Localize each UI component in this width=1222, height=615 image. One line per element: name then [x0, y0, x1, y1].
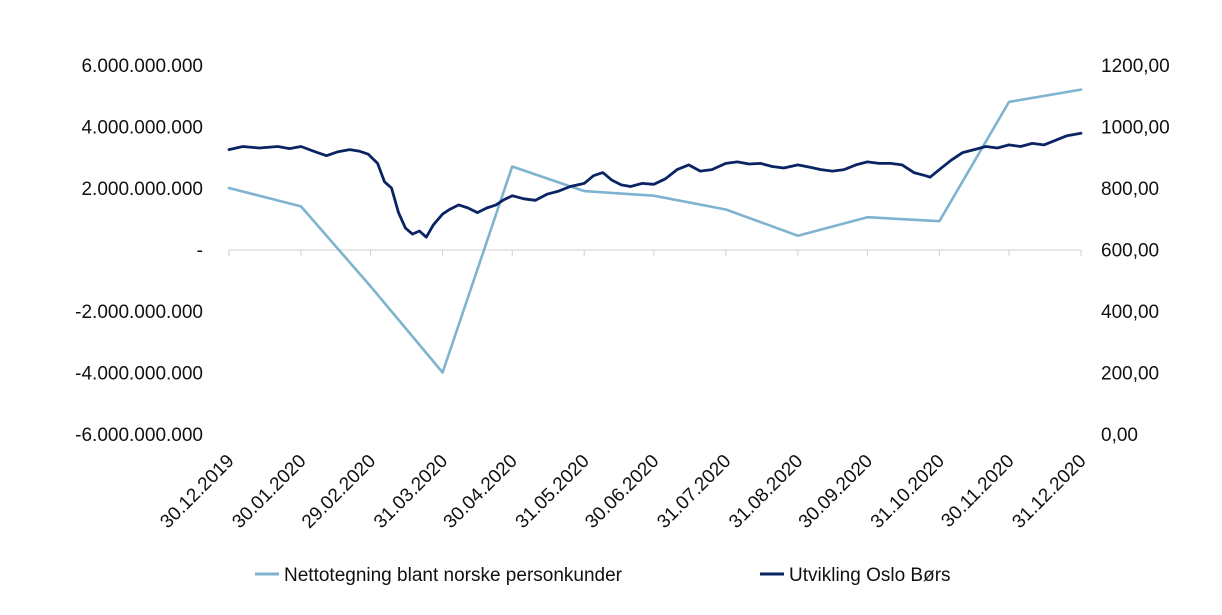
left-tick-label: - [197, 241, 203, 262]
left-tick-label: 4.000.000.000 [81, 118, 203, 139]
legend-label-1: Nettotegning blant norske personkunder [284, 565, 623, 586]
x-tick-label: 31.05.2020 [512, 451, 594, 533]
x-tick-label: 30.04.2020 [440, 451, 522, 533]
x-axis-tick-labels: 30.12.201930.01.202029.02.202031.03.2020… [156, 451, 1090, 533]
x-tick-label: 30.09.2020 [795, 451, 877, 533]
x-tick-label: 30.01.2020 [228, 451, 310, 533]
left-tick-label: -4.000.000.000 [75, 364, 203, 385]
right-tick-label: 400,00 [1101, 302, 1159, 323]
left-tick-label: 2.000.000.000 [81, 179, 203, 200]
series-line-2 [227, 131, 1083, 239]
left-axis-tick-labels: 6.000.000.000 4.000.000.000 2.000.000.000 -… [75, 56, 203, 446]
series-lines [227, 88, 1083, 374]
left-tick-label: 6.000.000.000 [81, 56, 203, 77]
x-tick-label: 30.11.2020 [937, 451, 1018, 532]
series-line-1 [227, 88, 1083, 374]
x-tick-label: 31.03.2020 [370, 451, 452, 533]
right-tick-label: 0,00 [1101, 425, 1138, 446]
left-tick-label: -6.000.000.000 [75, 425, 203, 446]
x-tick-label: 31.10.2020 [867, 451, 949, 533]
legend-label-2: Utvikling Oslo Børs [789, 565, 951, 586]
right-tick-label: 800,00 [1101, 179, 1159, 200]
right-tick-label: 200,00 [1101, 364, 1159, 385]
x-tick-label: 30.12.2019 [156, 451, 238, 533]
right-tick-label: 600,00 [1101, 241, 1159, 262]
right-axis-tick-labels: 1200,00 1000,00 800,00 600,00 400,00 200,00 0,… [1101, 56, 1170, 446]
x-tick-label: 29.02.2020 [298, 451, 380, 533]
x-tick-label: 31.08.2020 [725, 451, 807, 533]
x-tick-label: 30.06.2020 [581, 451, 663, 533]
left-tick-label: -2.000.000.000 [75, 302, 203, 323]
legend: Nettotegning blant norske personkunder Ut… [255, 565, 951, 586]
x-tick-label: 31.12.2020 [1008, 451, 1090, 533]
right-tick-label: 1200,00 [1101, 56, 1170, 77]
x-tick-label: 31.07.2020 [653, 451, 735, 533]
right-tick-label: 1000,00 [1101, 118, 1170, 139]
x-axis-ticks [228, 250, 1082, 256]
